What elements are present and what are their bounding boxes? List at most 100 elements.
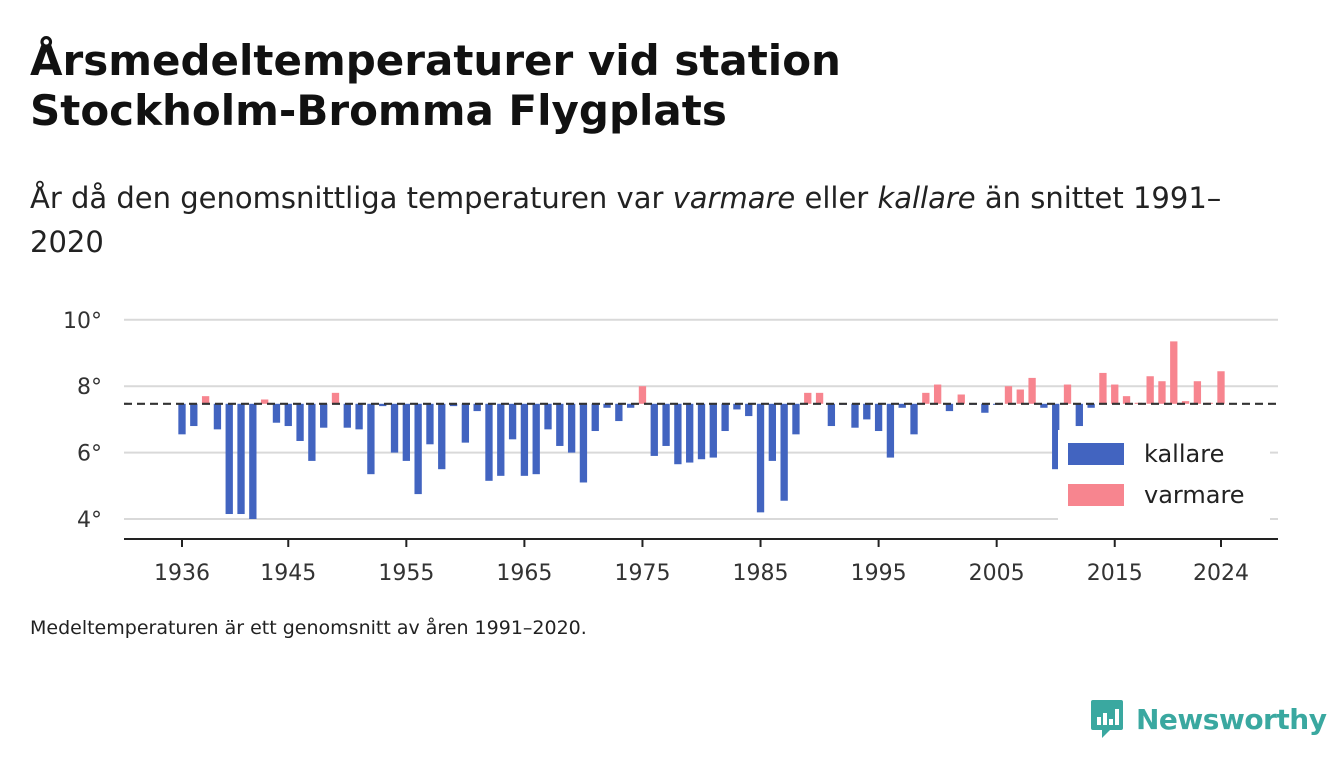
x-tick-label: 1965: [496, 561, 552, 586]
legend: kallare varmare: [1058, 430, 1270, 522]
x-tick-label: 1985: [733, 561, 789, 586]
bar-1970: [579, 403, 588, 483]
bar-1972: [603, 403, 611, 408]
bar-2012: [1075, 403, 1083, 427]
bar-1945: [284, 403, 292, 427]
subtitle-emphasis-warmer: varmare: [672, 181, 796, 215]
subtitle-emphasis-colder: kallare: [877, 181, 976, 215]
bar-1998: [910, 403, 918, 435]
bar-1978: [674, 403, 682, 465]
bar-2000: [933, 384, 942, 404]
bar-1999: [922, 392, 930, 404]
x-tick-label: 1995: [851, 561, 907, 586]
bar-1954: [390, 403, 399, 453]
bar-1974: [626, 403, 635, 408]
bar-2014: [1099, 372, 1107, 404]
bar-1975: [638, 386, 647, 404]
bar-1966: [532, 403, 540, 475]
y-tick-label: 4°: [77, 508, 102, 533]
bar-1950: [343, 403, 351, 428]
bar-chart: 4° 6° 8° 10° 1936 1945 1955 1965 1975 1985 1995 200…: [63, 309, 1278, 586]
bar-1938: [201, 396, 210, 404]
bar-1960: [461, 403, 470, 443]
bar-1968: [556, 403, 564, 446]
x-tick-label: 2015: [1087, 561, 1143, 586]
bar-1946: [296, 403, 304, 441]
y-tick-label: 10°: [63, 309, 102, 334]
bar-2008: [1028, 377, 1036, 404]
bar-1943: [260, 399, 269, 404]
bar-1951: [355, 403, 363, 430]
bars: [178, 341, 1225, 519]
bar-1997: [898, 403, 906, 408]
legend-label-varmare: varmare: [1144, 481, 1245, 509]
bar-1958: [438, 403, 446, 470]
y-tick-label: 8°: [77, 375, 102, 400]
bar-1983: [733, 403, 741, 410]
bar-2020: [1170, 341, 1178, 404]
bar-1949: [331, 392, 340, 404]
bar-2011: [1063, 384, 1072, 404]
bar-1994: [863, 403, 871, 420]
x-tick-label: 1955: [378, 561, 434, 586]
bar-2018: [1146, 376, 1154, 404]
bar-1947: [308, 403, 316, 461]
bar-1969: [567, 403, 576, 453]
x-tick-label: 2005: [969, 561, 1025, 586]
bar-2002: [957, 394, 965, 404]
newsworthy-logo-icon: [1091, 700, 1123, 738]
bar-1939: [213, 403, 222, 430]
bar-1986: [768, 403, 777, 461]
bar-1953: [379, 403, 387, 407]
bar-2019: [1158, 381, 1166, 404]
subtitle-part: eller: [795, 181, 878, 215]
bar-1982: [721, 403, 729, 432]
bar-1940: [225, 403, 233, 515]
bar-2021: [1181, 401, 1190, 404]
bar-1952: [367, 403, 375, 475]
bar-1973: [615, 403, 623, 422]
bar-1959: [449, 403, 458, 407]
bar-1987: [780, 403, 788, 501]
bar-1988: [792, 403, 800, 435]
bar-1941: [237, 403, 245, 515]
bar-2024: [1217, 371, 1225, 404]
bar-2009: [1040, 403, 1048, 408]
bar-1955: [402, 403, 410, 461]
bar-1956: [414, 403, 422, 495]
bar-1936: [178, 403, 186, 435]
bar-1967: [544, 403, 552, 430]
bar-2013: [1087, 403, 1095, 408]
bar-1984: [745, 403, 753, 417]
bar-1993: [851, 403, 859, 428]
bar-1990: [815, 392, 824, 404]
axes: 4° 6° 8° 10° 1936 1945 1955 1965 1975 1985 1995 200…: [63, 309, 1278, 586]
bar-2001: [945, 403, 954, 412]
bar-1989: [804, 392, 812, 404]
bar-2022: [1193, 381, 1202, 404]
x-tick-label: 1945: [260, 561, 316, 586]
bar-1963: [497, 403, 505, 476]
chart-subtitle: År då den genomsnittliga temperaturen va…: [30, 176, 1290, 264]
bar-2004: [981, 403, 989, 413]
x-tick-label: 1936: [154, 561, 210, 586]
bar-1942: [249, 403, 257, 519]
newsworthy-logo: Newsworthy: [1090, 698, 1327, 740]
bar-1965: [520, 403, 529, 476]
bar-1962: [485, 403, 493, 481]
legend-swatch-kallare: [1068, 443, 1124, 465]
bar-2007: [1016, 389, 1024, 404]
x-tick-label: 2024: [1193, 561, 1249, 586]
bar-1948: [320, 403, 328, 428]
brand-name: Newsworthy: [1136, 702, 1327, 736]
bar-1995: [874, 403, 883, 432]
bar-1961: [473, 403, 481, 412]
bar-2016: [1122, 396, 1131, 404]
legend-label-kallare: kallare: [1144, 440, 1224, 468]
bar-1957: [426, 403, 434, 445]
y-tick-label: 6°: [77, 442, 102, 467]
subtitle-part: än snittet 1991–2020: [30, 181, 1222, 259]
bar-2006: [1004, 386, 1013, 404]
legend-swatch-varmare: [1068, 484, 1124, 506]
bar-1977: [662, 403, 670, 446]
